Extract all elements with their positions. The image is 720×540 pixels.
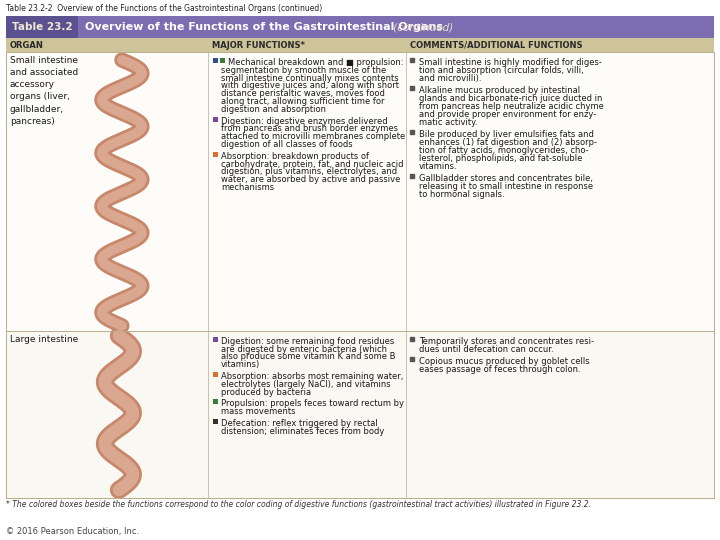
Bar xyxy=(6,52,714,498)
Text: from pancreas and brush border enzymes: from pancreas and brush border enzymes xyxy=(221,124,397,133)
Bar xyxy=(6,52,714,330)
Text: to hormonal signals.: to hormonal signals. xyxy=(419,190,505,199)
Bar xyxy=(6,16,78,38)
Text: with digestive juices and, along with short: with digestive juices and, along with sh… xyxy=(221,82,399,90)
Text: Digestion: some remaining food residues: Digestion: some remaining food residues xyxy=(221,337,394,346)
Text: glands and bicarbonate-rich juice ducted in: glands and bicarbonate-rich juice ducted… xyxy=(419,94,603,103)
Bar xyxy=(6,16,714,38)
Bar xyxy=(213,419,217,424)
Text: Copious mucus produced by goblet cells: Copious mucus produced by goblet cells xyxy=(419,357,590,366)
Text: small intestine continually mixes contents: small intestine continually mixes conten… xyxy=(221,73,398,83)
Text: produced by bacteria: produced by bacteria xyxy=(221,388,311,396)
Text: electrolytes (largely NaCl), and vitamins: electrolytes (largely NaCl), and vitamin… xyxy=(221,380,390,389)
Text: mass movements: mass movements xyxy=(221,407,295,416)
Text: © 2016 Pearson Education, Inc.: © 2016 Pearson Education, Inc. xyxy=(6,527,139,536)
Text: Small intestine
and associated
accessory
organs (liver,
gallbladder,
pancreas): Small intestine and associated accessory… xyxy=(10,56,78,126)
Text: Table 23.2-2  Overview of the Functions of the Gastrointestinal Organs (continue: Table 23.2-2 Overview of the Functions o… xyxy=(6,4,323,13)
Text: Propulsion: propels feces toward rectum by: Propulsion: propels feces toward rectum … xyxy=(221,400,404,408)
Text: vitamins.: vitamins. xyxy=(419,161,458,171)
Bar xyxy=(6,330,714,498)
Text: along tract, allowing sufficient time for: along tract, allowing sufficient time fo… xyxy=(221,97,384,106)
Text: carbohydrate, protein, fat, and nucleic acid: carbohydrate, protein, fat, and nucleic … xyxy=(221,160,403,168)
Text: Gallbladder stores and concentrates bile,: Gallbladder stores and concentrates bile… xyxy=(419,174,593,184)
Text: (continued): (continued) xyxy=(390,22,454,32)
Text: are digested by enteric bacteria (which: are digested by enteric bacteria (which xyxy=(221,345,387,354)
Text: distension; eliminates feces from body: distension; eliminates feces from body xyxy=(221,427,384,436)
Text: Mechanical breakdown and ■ propulsion:: Mechanical breakdown and ■ propulsion: xyxy=(228,58,403,67)
Text: digestion, plus vitamins, electrolytes, and: digestion, plus vitamins, electrolytes, … xyxy=(221,167,397,177)
Text: Large intestine: Large intestine xyxy=(10,335,78,344)
Text: mechanisms: mechanisms xyxy=(221,183,274,192)
Bar xyxy=(213,117,217,122)
Bar xyxy=(213,152,217,157)
Text: lesterol, phospholipids, and fat-soluble: lesterol, phospholipids, and fat-soluble xyxy=(419,154,582,163)
Text: digestion of all classes of foods: digestion of all classes of foods xyxy=(221,140,352,149)
Text: dues until defecation can occur.: dues until defecation can occur. xyxy=(419,345,554,354)
Text: releasing it to small intestine in response: releasing it to small intestine in respo… xyxy=(419,182,593,191)
Text: Defecation: reflex triggered by rectal: Defecation: reflex triggered by rectal xyxy=(221,419,377,428)
Text: and provide proper environment for enzy-: and provide proper environment for enzy- xyxy=(419,110,596,119)
Text: eases passage of feces through colon.: eases passage of feces through colon. xyxy=(419,365,580,374)
Text: MAJOR FUNCTIONS*: MAJOR FUNCTIONS* xyxy=(212,40,305,50)
Bar xyxy=(6,38,714,52)
Bar xyxy=(213,400,217,404)
Text: Digestion: digestive enzymes delivered: Digestion: digestive enzymes delivered xyxy=(221,117,387,126)
Text: digestion and absorption: digestion and absorption xyxy=(221,105,325,114)
Text: attached to microvilli membranes complete: attached to microvilli membranes complet… xyxy=(221,132,405,141)
Text: Table 23.2: Table 23.2 xyxy=(12,22,72,32)
Text: water, are absorbed by active and passive: water, are absorbed by active and passiv… xyxy=(221,175,400,184)
Text: matic activity.: matic activity. xyxy=(419,118,477,126)
Bar xyxy=(220,58,225,63)
Text: COMMENTS/ADDITIONAL FUNCTIONS: COMMENTS/ADDITIONAL FUNCTIONS xyxy=(410,40,582,50)
Text: Bile produced by liver emulsifies fats and: Bile produced by liver emulsifies fats a… xyxy=(419,130,594,139)
Text: from pancreas help neutralize acidic chyme: from pancreas help neutralize acidic chy… xyxy=(419,102,604,111)
Text: Temporarily stores and concentrates resi-: Temporarily stores and concentrates resi… xyxy=(419,337,594,346)
Text: ORGAN: ORGAN xyxy=(10,40,44,50)
Text: Small intestine is highly modified for diges-: Small intestine is highly modified for d… xyxy=(419,58,602,67)
Text: Absorption: breakdown products of: Absorption: breakdown products of xyxy=(221,152,369,161)
Text: enhances (1) fat digestion and (2) absorp-: enhances (1) fat digestion and (2) absor… xyxy=(419,138,597,147)
Text: distance peristaltic waves, moves food: distance peristaltic waves, moves food xyxy=(221,89,384,98)
Text: tion of fatty acids, monoglycerides, cho-: tion of fatty acids, monoglycerides, cho… xyxy=(419,146,589,155)
Text: Absorption: absorbs most remaining water,: Absorption: absorbs most remaining water… xyxy=(221,372,403,381)
Text: also produce some vitamin K and some B: also produce some vitamin K and some B xyxy=(221,352,395,361)
Text: segmentation by smooth muscle of the: segmentation by smooth muscle of the xyxy=(221,66,386,75)
Bar xyxy=(213,337,217,342)
Text: and microvilli).: and microvilli). xyxy=(419,73,482,83)
Bar xyxy=(213,58,217,63)
Text: vitamins): vitamins) xyxy=(221,360,260,369)
Text: * The colored boxes beside the functions correspond to the color coding of diges: * The colored boxes beside the functions… xyxy=(6,500,591,509)
Text: tion and absorption (circular folds, villi,: tion and absorption (circular folds, vil… xyxy=(419,66,584,75)
Text: Overview of the Functions of the Gastrointestinal Organs: Overview of the Functions of the Gastroi… xyxy=(85,22,443,32)
Text: Alkaline mucus produced by intestinal: Alkaline mucus produced by intestinal xyxy=(419,86,580,96)
Bar xyxy=(213,372,217,377)
